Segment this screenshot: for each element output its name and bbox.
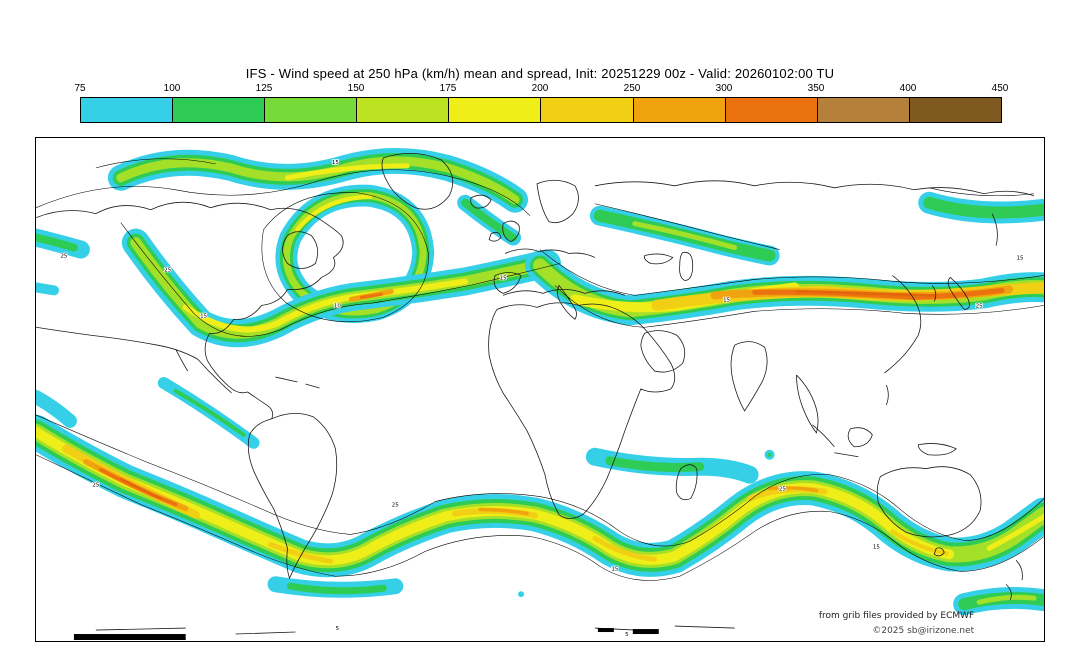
colorbar-segment [541,98,634,122]
jet-band-atlantic [121,228,561,348]
colorbar-tick: 250 [623,83,641,94]
colorbar-tick-labels: 75 100 125 150 175 200 250 300 350 400 4… [74,83,1008,95]
colorbar-tick: 100 [163,83,181,94]
contour-label: 5 [625,632,628,638]
colorbar-tick: 300 [715,83,733,94]
colorbar-segment [81,98,174,122]
colorbar-tick: 350 [807,83,825,94]
contour-label: 15 [500,275,507,281]
jet-band-left-edge [36,228,90,296]
colorbar-segment [357,98,450,122]
contour-label: 15 [723,297,730,303]
contour-label: 25 [60,254,67,260]
colorbar-tick: 175 [439,83,457,94]
contour-label: 15 [200,313,207,319]
contour-label: 25 [976,303,983,309]
spread-contours-layer [36,158,1044,581]
jet-band-asia [525,250,1044,326]
jet-band-uk-spur [457,194,522,246]
colorbar-segment [265,98,358,122]
coastlines-layer [36,153,1035,635]
colorbar-tick: 200 [531,83,549,94]
attribution-source: from grib files provided by ECMWF [819,611,974,621]
attribution-copyright: ©2025 sb@irizone.net [872,626,974,636]
contour-label: 25 [164,267,171,273]
world-map: 25 25 15 15 10 15 15 25 25 25 15 25 15 5… [35,137,1045,642]
contour-label: 25 [92,483,99,489]
jet-band-canada-greenland [107,148,529,213]
spread-contour-lines [36,158,1044,581]
colorbar-tick: 125 [255,83,273,94]
contour-label: 25 [392,503,399,509]
contour-label: 15 [611,566,618,572]
colorbar-segment [449,98,542,122]
contour-labels-layer: 25 25 15 15 10 15 15 25 25 25 15 25 15 5… [60,159,1025,639]
colorbar-segment [633,98,726,122]
contour-label: 15 [332,160,339,166]
colorbar-segment [817,98,910,122]
world-map-svg: 25 25 15 15 10 15 15 25 25 25 15 25 15 5… [36,148,1044,641]
colorbar-tick: 75 [74,83,86,94]
contour-label: 25 [779,487,786,493]
coastline-asia-oceania [95,180,1035,635]
colorbar-tick: 450 [991,83,1009,94]
jet-band-southern-hemisphere [36,414,1044,578]
contour-label: 15 [873,544,880,550]
colorbar [80,97,1002,123]
colorbar-tick: 400 [899,83,917,94]
coastline-europe-africa [381,153,698,519]
contour-label: 10 [334,303,341,309]
contour-label: 5 [336,626,339,632]
jet-streams-layer [36,148,1044,616]
colorbar-segment [909,98,1001,122]
colorbar-segment [725,98,818,122]
chart-title: IFS - Wind speed at 250 hPa (km/h) mean … [245,66,835,81]
colorbar-tick: 150 [347,83,365,94]
antarctic-edge-marks [73,628,659,641]
jet-band-siberia [589,205,780,266]
colorbar-segment [173,98,266,122]
coastline-americas [36,201,344,580]
contour-label: 15 [1017,256,1024,262]
jet-band-npacific [918,191,1044,224]
